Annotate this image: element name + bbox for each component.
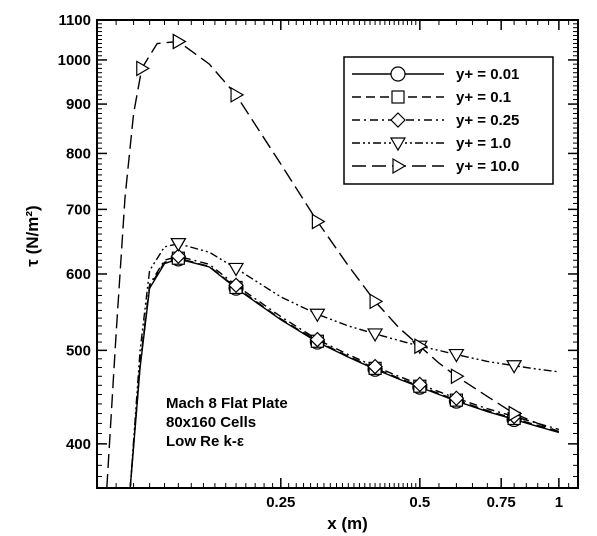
series-4 — [129, 238, 559, 488]
series-point — [230, 86, 245, 103]
x-tick-label: 0.25 — [266, 494, 295, 511]
series-3 — [129, 248, 560, 488]
series-point — [506, 360, 523, 374]
legend-label: y+ = 0.25 — [456, 112, 519, 129]
annotation: Mach 8 Flat Plate 80x160 Cells Low Re k-ε — [166, 395, 288, 450]
series-point — [411, 376, 428, 393]
series-5 — [106, 33, 560, 488]
series-line — [129, 257, 560, 488]
x-tick-label: 0.5 — [409, 494, 430, 511]
y-tick-label: 500 — [66, 342, 91, 359]
y-tick-label: 800 — [66, 145, 91, 162]
series-point — [136, 60, 150, 77]
series-point — [448, 390, 465, 407]
legend-label: y+ = 0.1 — [456, 89, 511, 106]
series-point — [309, 331, 326, 348]
series-point — [227, 262, 245, 277]
y-tick-label: 700 — [66, 201, 91, 218]
series-line — [129, 258, 560, 488]
series-point — [414, 338, 429, 355]
legend-marker — [389, 137, 407, 152]
series-point — [309, 308, 326, 323]
legend-label: y+ = 10.0 — [456, 158, 519, 175]
legend-box — [343, 56, 554, 185]
y-tick-label: 1000 — [58, 52, 91, 69]
series-point — [170, 248, 187, 265]
series-point — [367, 328, 384, 343]
legend-marker — [392, 157, 407, 175]
x-axis-title: x (m) — [327, 514, 368, 533]
legend-marker — [390, 66, 406, 82]
series-line — [129, 242, 559, 488]
series-point — [369, 293, 384, 310]
series-line — [129, 255, 560, 488]
series-point — [228, 277, 244, 294]
annotation-line: Mach 8 Flat Plate — [166, 395, 288, 412]
series-point — [170, 238, 187, 252]
series-point — [448, 348, 465, 363]
y-tick-label: 600 — [66, 266, 91, 283]
plot-layer — [106, 33, 560, 488]
legend-label: y+ = 1.0 — [456, 135, 511, 152]
x-tick-label: 1 — [555, 494, 563, 511]
series-1 — [129, 251, 560, 488]
series-point — [172, 33, 187, 50]
series-point — [508, 405, 523, 422]
legend-label: y+ = 0.01 — [456, 66, 519, 83]
series-point — [311, 213, 326, 230]
y-tick-label: 1100 — [58, 12, 91, 29]
series-point — [450, 368, 465, 385]
y-axis-title: τ (N/m²) — [23, 205, 42, 266]
annotation-line: Low Re k-ε — [166, 433, 244, 450]
x-tick-label: 0.75 — [487, 494, 516, 511]
legend-marker — [390, 112, 406, 128]
series-2 — [129, 251, 560, 488]
y-tick-label: 900 — [66, 96, 91, 113]
axis-layer: 400 500 600 700 800 900 1000 1100 0.25 0.5 0.75 1 — [58, 12, 579, 511]
y-tick-label: 400 — [66, 436, 91, 453]
annotation-line: 80x160 Cells — [166, 414, 256, 431]
series-point — [367, 358, 383, 375]
legend: y+ = 0.01 y+ = 0.1 y+ = 0.25 y+ = 1.0 y+ = 1… — [343, 56, 554, 185]
legend-marker — [391, 90, 405, 104]
